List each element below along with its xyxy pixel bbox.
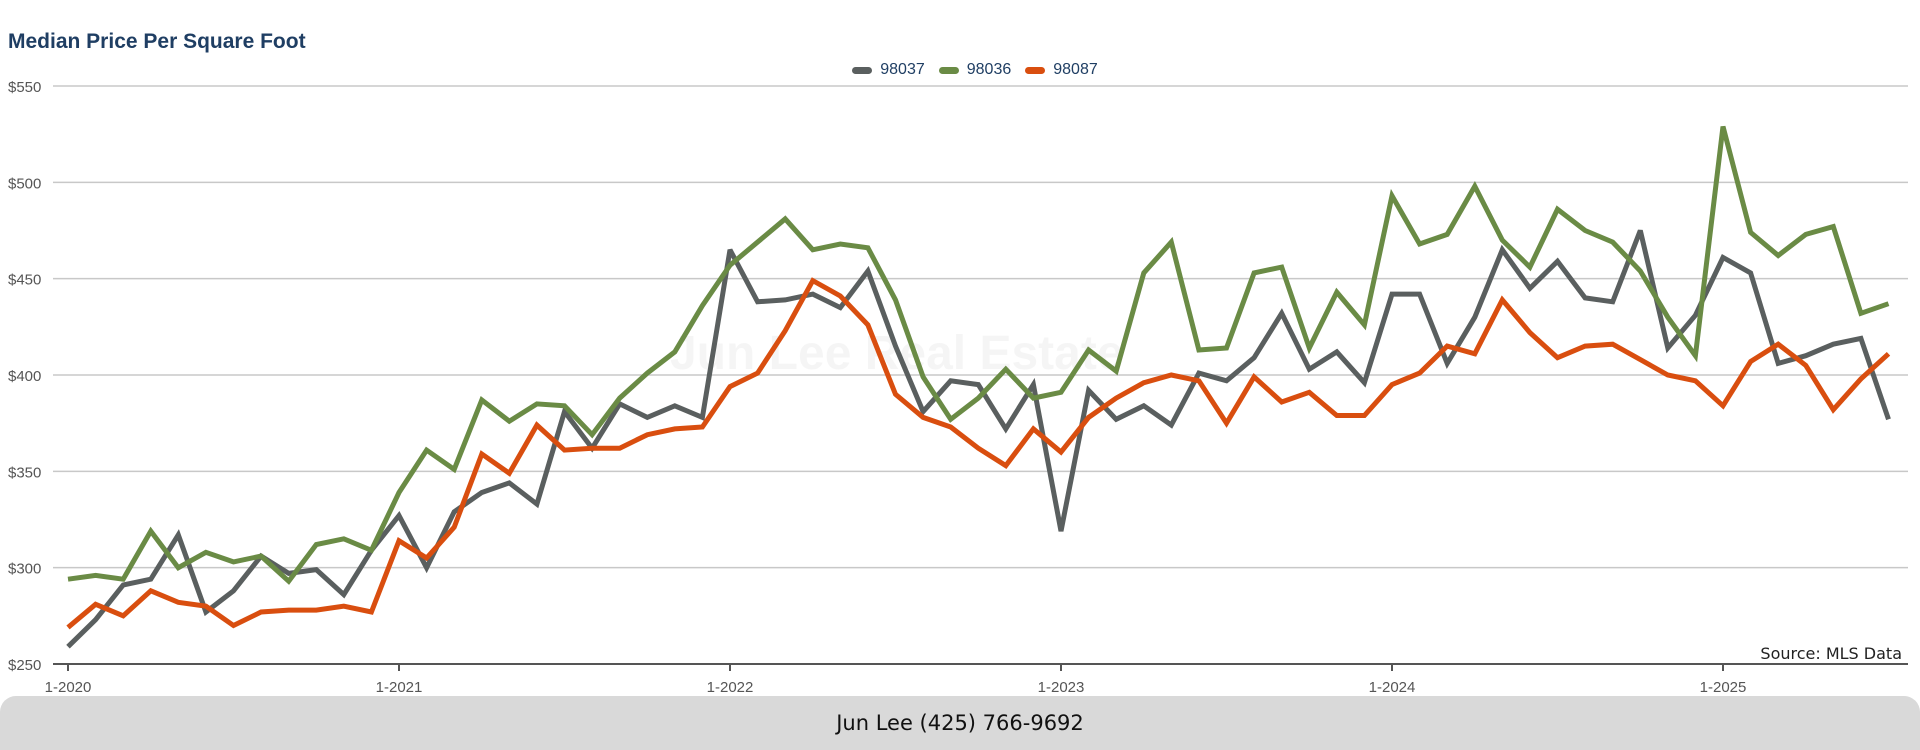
axes xyxy=(53,663,1908,671)
x-tick-label: 1-2024 xyxy=(1369,679,1416,696)
footer-bar: Jun Lee (425) 766-9692 xyxy=(0,696,1920,750)
legend-item-98037[interactable]: 98037 xyxy=(852,61,925,79)
chart-title: Median Price Per Square Foot xyxy=(8,30,306,53)
legend-label-98037: 98037 xyxy=(880,61,925,78)
y-tick-label: $500 xyxy=(8,175,41,192)
tick-labels: $250 $300 $350 $400 $450 $500 $550 1-2020 1-2021… xyxy=(8,79,1746,696)
legend-swatch-98037 xyxy=(852,66,873,74)
series-line-98037 xyxy=(66,229,1891,649)
x-tick-label: 1-2023 xyxy=(1038,679,1085,696)
series-lines xyxy=(66,125,1891,649)
legend-swatch-98036 xyxy=(938,66,959,74)
y-tick-label: $450 xyxy=(8,272,41,289)
legend-item-98036[interactable]: 98036 xyxy=(938,61,1012,79)
y-tick-label: $400 xyxy=(8,368,41,385)
line-chart-plot: $250 $300 $350 $400 $450 $500 $550 1-2020 1-2021… xyxy=(8,79,1908,696)
legend-label-98036: 98036 xyxy=(966,61,1012,78)
x-tick-label: 1-2020 xyxy=(45,679,92,696)
y-tick-label: $300 xyxy=(8,561,41,578)
source-note: Source: MLS Data xyxy=(1760,644,1902,663)
gridlines xyxy=(53,85,1908,569)
x-tick-label: 1-2021 xyxy=(376,679,423,696)
series-line-98087 xyxy=(66,277,1891,630)
x-tick-label: 1-2022 xyxy=(707,679,754,696)
legend-swatch-98087 xyxy=(1025,66,1046,74)
series-line-98036 xyxy=(67,125,1890,585)
footer-contact[interactable]: Jun Lee (425) 766-9692 xyxy=(836,711,1084,735)
legend-item-98087[interactable]: 98087 xyxy=(1025,61,1098,79)
y-tick-label: $350 xyxy=(8,464,41,481)
chart-legend: 98037 98036 98087 xyxy=(0,60,1920,80)
y-tick-label: $250 xyxy=(8,657,41,674)
x-tick-label: 1-2025 xyxy=(1700,679,1747,696)
legend-label-98087: 98087 xyxy=(1053,61,1098,78)
y-tick-label: $550 xyxy=(8,79,41,96)
